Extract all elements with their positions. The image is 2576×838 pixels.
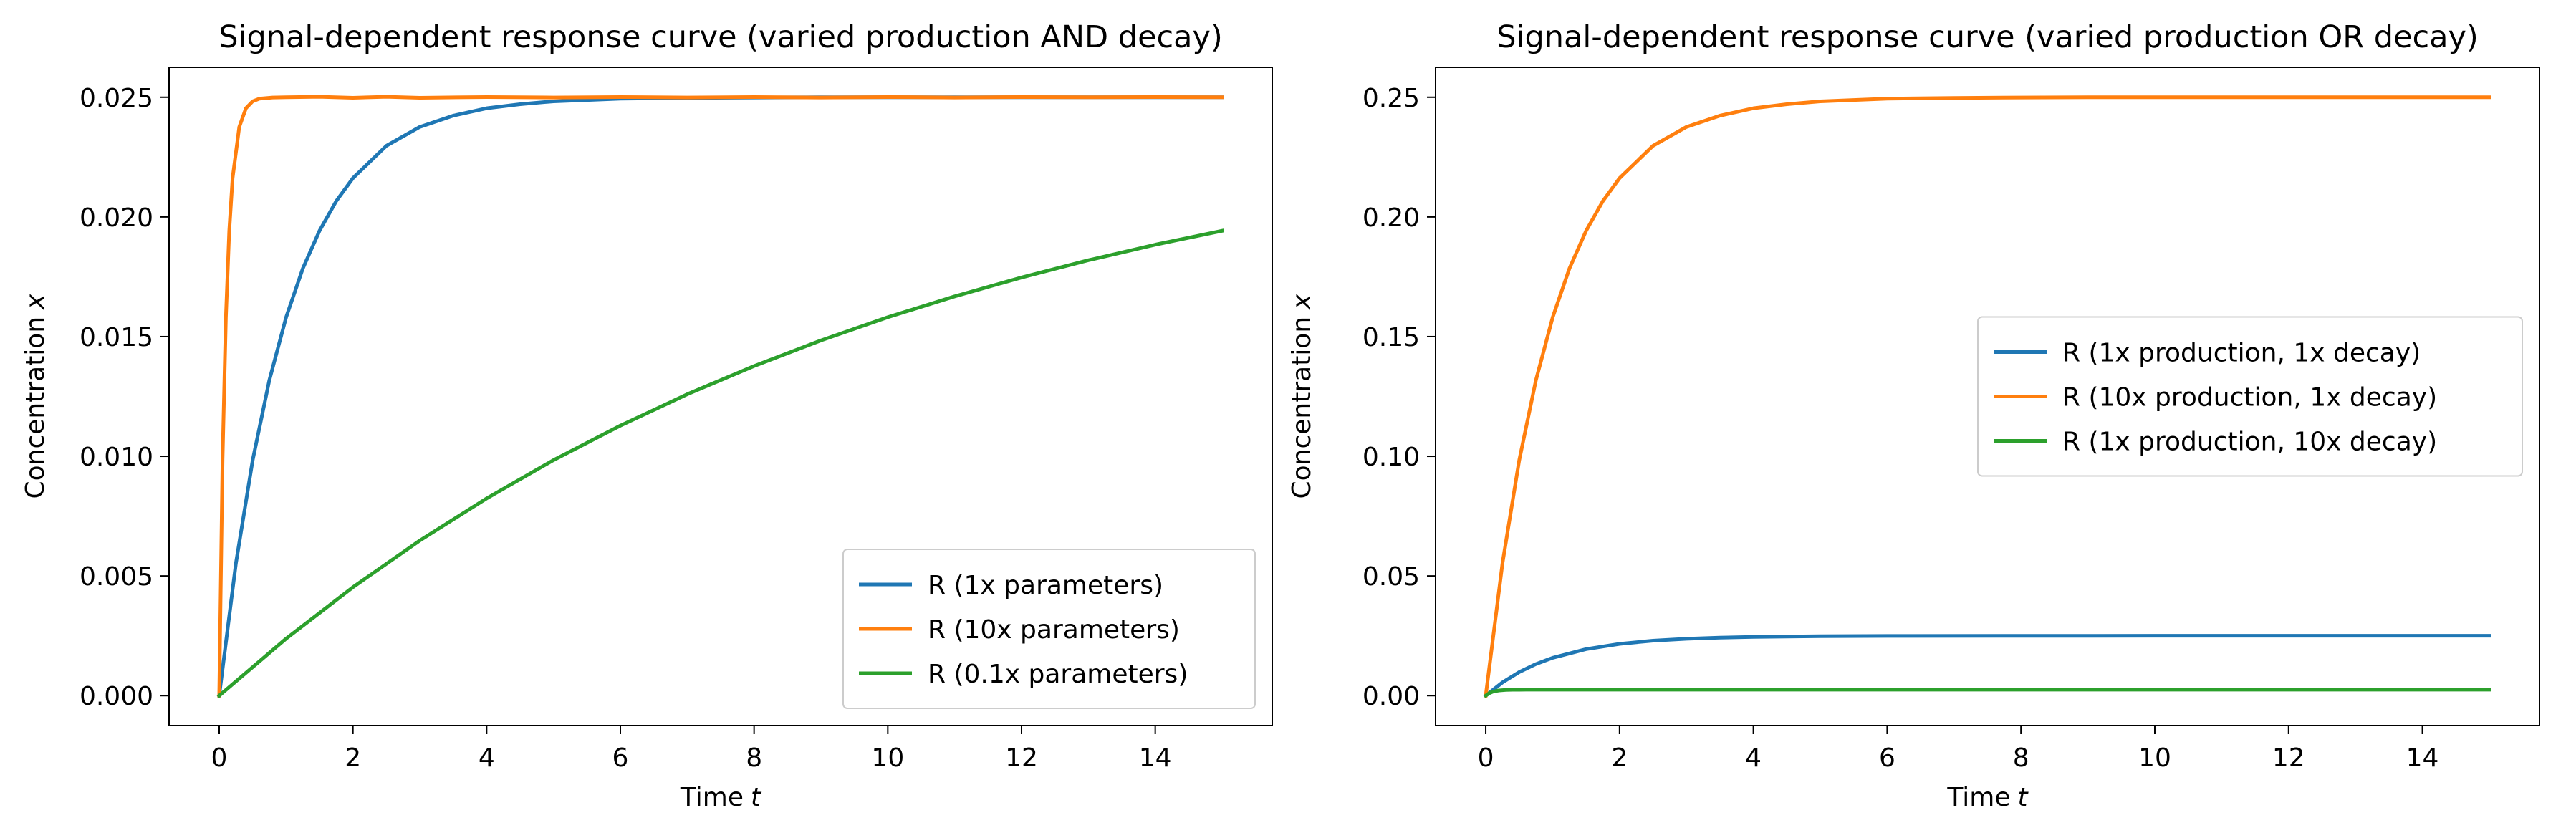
legend-label-1: R (1x production, 1x decay)	[2062, 339, 2421, 368]
y-tick-label: 0.005	[80, 562, 153, 592]
y-axis-label-text: Concentration	[21, 317, 50, 499]
series-group	[1483, 95, 2491, 698]
x-tick-label: 10	[2138, 743, 2171, 773]
x-tick-label: 6	[1879, 743, 1895, 773]
series-line-3	[216, 228, 1224, 698]
x-axis-label-text: Time	[680, 783, 744, 812]
x-tick-label: 0	[1478, 743, 1494, 773]
y-axis-label: Concentration x	[1287, 294, 1317, 499]
x-tick-label: 8	[746, 743, 762, 773]
x-tick-label: 2	[345, 743, 361, 773]
legend-box	[1977, 316, 2523, 477]
x-axis-label-text: Time	[1946, 783, 2010, 812]
chart-panel-1: 0 2 4 6 8 10 12 14 0.000 0.005 0.010 0.015 0.020 0.02…	[21, 19, 1273, 812]
y-tick-label: 0.20	[1363, 203, 1420, 233]
series-group	[216, 95, 1224, 698]
x-tick-label: 12	[1005, 743, 1038, 773]
y-tick-label: 0.25	[1363, 84, 1420, 113]
x-tick-label: 14	[1139, 743, 1172, 773]
y-axis-label-var: x	[21, 294, 50, 310]
legend-label-2: R (10x production, 1x decay)	[2062, 383, 2437, 413]
legend-label-1: R (1x parameters)	[928, 571, 1163, 600]
x-tick-label: 14	[2406, 743, 2439, 773]
y-tick-label: 0.015	[80, 323, 153, 352]
chart-title: Signal-dependent response curve (varied …	[218, 19, 1223, 55]
series-line-2	[1484, 95, 2491, 698]
series-line-1	[1483, 634, 2491, 698]
x-axis-label-var: t	[2017, 783, 2029, 812]
x-tick-label: 4	[479, 743, 495, 773]
legend: R (1x production, 1x decay) R (10x produc…	[1977, 316, 2523, 477]
chart-title: Signal-dependent response curve (varied …	[1496, 19, 2479, 55]
x-tick-label: 6	[612, 743, 629, 773]
legend-label-3: R (0.1x parameters)	[928, 660, 1188, 689]
y-tick-label: 0.000	[80, 682, 153, 711]
axes-frame	[1435, 67, 2540, 726]
y-tick-label: 0.010	[80, 443, 153, 472]
x-tick-label: 10	[871, 743, 904, 773]
series-line-3	[1483, 688, 2491, 698]
x-tick-label: 0	[211, 743, 228, 773]
y-tick-label: 0.10	[1363, 443, 1420, 472]
x-tick-label: 12	[2272, 743, 2305, 773]
y-axis-label-var: x	[1287, 294, 1317, 310]
x-axis-label: Time t	[1946, 783, 2029, 812]
y-tick-label: 0.05	[1363, 562, 1420, 592]
y-tick-label: 0.020	[80, 203, 153, 233]
y-tick-label: 0.025	[80, 84, 153, 113]
x-tick-label: 8	[2013, 743, 2029, 773]
legend: R (1x parameters) R (10x parameters) R (0.…	[842, 549, 1256, 709]
chart-panel-2: 0 2 4 6 8 10 12 14 0.00 0.05 0.10 0.15 0.20 0.25 Signa…	[1287, 19, 2540, 812]
x-tick-label: 2	[1611, 743, 1628, 773]
legend-box	[842, 549, 1256, 709]
series-line-2	[217, 95, 1224, 698]
y-axis-label: Concentration x	[21, 294, 50, 499]
y-tick-label: 0.15	[1363, 323, 1420, 352]
x-axis-label: Time t	[680, 783, 762, 812]
x-axis-label-var: t	[751, 783, 762, 812]
axes-frame	[168, 67, 1273, 726]
legend-label-3: R (1x production, 10x decay)	[2062, 428, 2437, 457]
y-axis-label-text: Concentration	[1287, 317, 1317, 499]
y-tick-label: 0.00	[1363, 682, 1420, 711]
x-tick-label: 4	[1745, 743, 1762, 773]
legend-label-2: R (10x parameters)	[928, 615, 1180, 645]
